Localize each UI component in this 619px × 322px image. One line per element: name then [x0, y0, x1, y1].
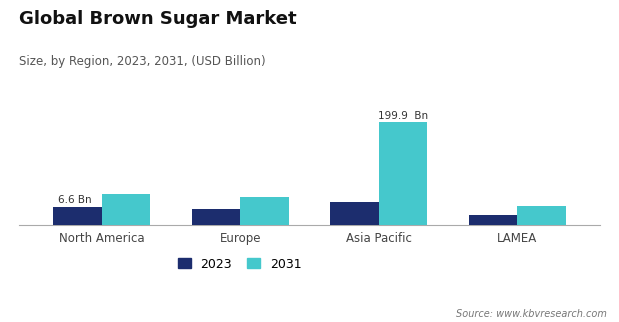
Bar [517, 206, 566, 225]
Legend: 2023, 2031: 2023, 2031 [178, 258, 301, 270]
Bar [53, 206, 102, 225]
Text: Size, by Region, 2023, 2031, (USD Billion): Size, by Region, 2023, 2031, (USD Billio… [19, 55, 265, 68]
Text: Global Brown Sugar Market: Global Brown Sugar Market [19, 10, 297, 28]
Bar [192, 209, 240, 225]
Bar [102, 194, 150, 225]
Text: 6.6 Bn: 6.6 Bn [58, 195, 92, 205]
Bar [469, 214, 517, 225]
Text: Source: www.kbvresearch.com: Source: www.kbvresearch.com [456, 309, 607, 319]
Bar [331, 203, 379, 225]
Bar [240, 197, 288, 225]
Bar [379, 122, 427, 225]
Text: 199.9  Bn: 199.9 Bn [378, 110, 428, 121]
